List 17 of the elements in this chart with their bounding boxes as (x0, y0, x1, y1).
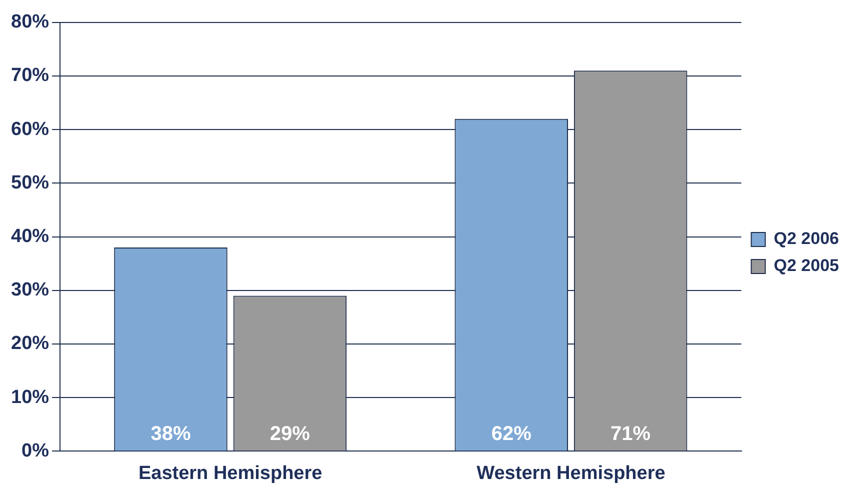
y-tick-label: 70% (10, 65, 50, 86)
y-tick-label: 0% (22, 440, 50, 462)
data-label: 71% (610, 423, 651, 446)
y-tick-label: 20% (10, 333, 50, 354)
x-tick-label: Eastern Hemisphere (138, 462, 322, 484)
legend-label: Q2 2005 (774, 256, 840, 276)
y-tick-label: 40% (10, 226, 50, 248)
y-tick-label: 60% (10, 118, 50, 140)
data-label: 62% (491, 423, 532, 446)
y-tick-label: 80% (10, 12, 50, 33)
data-label: 38% (150, 423, 191, 446)
x-tick-label: Western Hemisphere (476, 462, 666, 484)
y-tick-label: 50% (10, 172, 50, 194)
y-tick-label: 10% (10, 386, 50, 408)
legend-label: Q2 2006 (774, 229, 840, 248)
y-tick-label: 30% (10, 280, 50, 301)
data-label: 29% (270, 423, 310, 446)
